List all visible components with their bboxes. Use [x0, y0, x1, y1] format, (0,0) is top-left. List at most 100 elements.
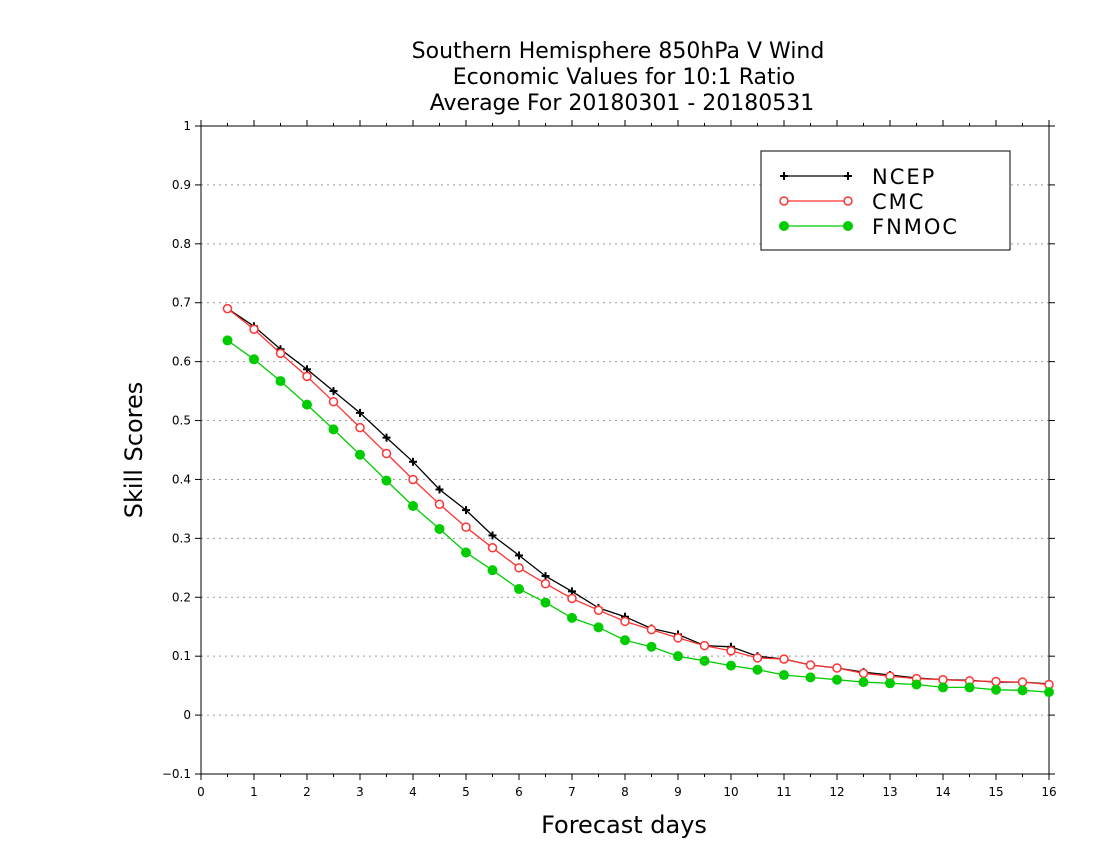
legend-item-fnmoc: FNMOC [779, 215, 959, 239]
data-point-fnmoc [434, 523, 445, 534]
data-point-fnmoc [673, 651, 683, 662]
data-point-fnmoc [646, 641, 657, 652]
data-point-cmc [408, 474, 418, 485]
data-point-ncep [462, 506, 470, 515]
data-point-ncep [356, 408, 364, 417]
data-point-cmc [328, 396, 339, 407]
data-point-fnmoc [752, 664, 763, 675]
data-point-cmc [620, 616, 630, 627]
data-point-cmc [434, 499, 445, 509]
x-tick-label: 11 [776, 785, 791, 799]
x-tick-label: 3 [356, 785, 364, 799]
y-axis-title: Skill Scores [120, 382, 148, 519]
y-tick-label: 0.4 [172, 472, 191, 486]
data-point-ncep [382, 433, 391, 442]
y-tick-label: 0.1 [172, 649, 191, 663]
legend-label-fnmoc: FNMOC [872, 215, 959, 239]
series-fnmoc [222, 335, 1054, 698]
x-tick-label: 14 [935, 785, 950, 799]
data-point-cmc [858, 668, 869, 679]
data-point-cmc [381, 448, 392, 459]
data-point-cmc [302, 371, 312, 382]
y-tick-label: 0.2 [172, 590, 191, 604]
x-axis-title: Forecast days [541, 811, 707, 839]
data-point-cmc [805, 660, 816, 670]
data-point-cmc [832, 663, 842, 673]
series-line-cmc [227, 308, 1050, 686]
data-point-cmc [540, 578, 551, 589]
series-lines [222, 303, 1054, 698]
data-point-cmc [673, 633, 683, 643]
data-point-ncep [409, 457, 417, 466]
legend-label-cmc: CMC [872, 190, 925, 214]
data-point-fnmoc [858, 677, 869, 688]
x-tick-label: 12 [829, 785, 844, 799]
data-point-cmc [991, 676, 1001, 687]
data-point-fnmoc [593, 622, 604, 633]
legend-marker-ncep [844, 172, 852, 180]
data-point-fnmoc [964, 682, 975, 693]
data-point-fnmoc [461, 547, 471, 558]
data-point-fnmoc [408, 500, 418, 511]
data-point-cmc [726, 646, 736, 656]
legend-marker-cmc [843, 196, 853, 206]
data-point-fnmoc [514, 584, 524, 595]
x-tick-label: 5 [462, 785, 470, 799]
x-tick-label: 6 [515, 785, 523, 799]
data-point-ncep [435, 485, 444, 494]
data-point-ncep [515, 551, 523, 560]
y-tick-label: 0.8 [172, 237, 191, 251]
x-tick-label: 4 [409, 785, 417, 799]
data-point-cmc [275, 348, 286, 359]
x-tick-label: 2 [303, 785, 311, 799]
y-tick-label: −0.1 [162, 767, 191, 781]
data-point-fnmoc [885, 678, 895, 689]
data-point-fnmoc [328, 424, 339, 435]
series-line-ncep [227, 308, 1050, 685]
data-point-cmc [593, 605, 604, 615]
legend-marker-fnmoc [779, 221, 789, 231]
legend-label-ncep: NCEP [872, 165, 936, 189]
data-point-fnmoc [381, 475, 392, 486]
data-point-fnmoc [355, 449, 365, 460]
x-tick-label: 16 [1041, 785, 1056, 799]
y-tick-label: 0.6 [172, 355, 191, 369]
data-point-ncep [541, 572, 550, 581]
x-tick-label: 8 [621, 785, 629, 799]
x-tick-label: 1 [250, 785, 258, 799]
data-point-fnmoc [991, 684, 1001, 695]
y-tick-label: 0.7 [172, 296, 191, 310]
data-point-cmc [1017, 677, 1028, 687]
y-tick-label: 0.3 [172, 531, 191, 545]
x-tick-label: 15 [988, 785, 1003, 799]
data-point-fnmoc [567, 612, 577, 623]
data-point-fnmoc [487, 565, 498, 576]
data-point-cmc [355, 422, 365, 433]
axis-ticks: −0.100.10.20.30.40.50.60.70.80.910 1 2 3 4 5 6… [162, 119, 1057, 799]
legend-item-cmc: CMC [779, 190, 925, 214]
data-point-fnmoc [222, 335, 233, 346]
data-point-fnmoc [620, 635, 630, 646]
data-point-fnmoc [540, 597, 551, 608]
data-point-cmc [646, 624, 657, 635]
data-point-ncep [329, 387, 338, 396]
series-line-fnmoc [227, 339, 1050, 693]
data-point-fnmoc [832, 674, 842, 685]
data-point-cmc [249, 324, 259, 334]
x-tick-label: 13 [882, 785, 897, 799]
series-cmc [222, 303, 1054, 690]
data-point-fnmoc [1017, 685, 1028, 696]
data-point-cmc [752, 653, 763, 663]
title-line-2: Economic Values for 10:1 Ratio [453, 65, 795, 90]
data-point-cmc [487, 543, 498, 553]
data-point-fnmoc [779, 670, 789, 681]
data-point-cmc [567, 593, 577, 604]
data-point-fnmoc [699, 655, 710, 666]
data-point-cmc [699, 640, 710, 651]
data-point-ncep [488, 531, 497, 540]
legend-marker-ncep [780, 172, 788, 180]
data-point-cmc [514, 563, 524, 573]
chart-title: Southern Hemisphere 850hPa V Wind Econom… [412, 39, 825, 116]
x-tick-label: 9 [674, 785, 682, 799]
